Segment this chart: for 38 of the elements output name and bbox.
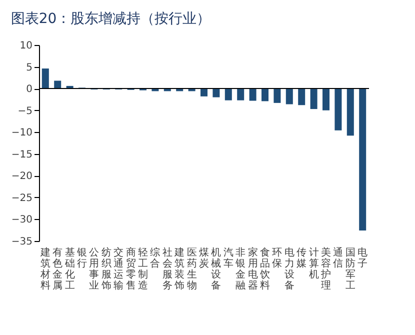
y-tick-label: −10	[11, 128, 32, 139]
y-tick-label: −35	[11, 236, 32, 248]
y-tick-label: −25	[11, 192, 32, 204]
y-tick-label: 5	[26, 62, 32, 74]
x-tick-label: 建筑装饰	[174, 246, 185, 292]
x-tick-label: 传媒	[296, 248, 307, 270]
x-tick-label: 医药生物	[186, 248, 197, 292]
x-tick-label: 电力设备	[284, 246, 294, 292]
x-tick-label: 商贸零售	[126, 246, 136, 292]
x-tick-label: 环保	[272, 248, 282, 270]
x-tick-label: 电子	[358, 246, 368, 270]
x-tick-label: 汽车	[223, 246, 234, 270]
x-tick-label: 银行	[76, 248, 88, 270]
chart-title: 图表20：股东增减持（按行业）	[10, 11, 211, 27]
x-tick-label: 交通运输	[114, 246, 124, 292]
x-tick-label: 煤炭	[199, 246, 209, 270]
x-tick-label: 轻工制造	[138, 246, 148, 292]
y-tick-label: −20	[11, 171, 32, 182]
x-tick-label: 非银金融	[234, 246, 246, 292]
y-tick-label: 10	[20, 40, 32, 52]
x-tick-label: 食品饮料	[259, 246, 270, 292]
x-tick-label: 有色金属	[52, 246, 63, 292]
x-tick-label: 计算机	[308, 246, 319, 280]
x-tick-label: 机械设备	[211, 246, 222, 292]
x-tick-label: 社会服务	[162, 246, 172, 292]
x-tick-label: 基础化工	[64, 246, 75, 292]
y-tick-label: 0	[26, 84, 32, 96]
y-tick-label: −30	[11, 214, 32, 226]
x-tick-label: 纺织服饰	[100, 246, 112, 292]
y-tick-label: −15	[11, 149, 32, 160]
x-tick-label: 综合	[150, 246, 160, 270]
x-tick-label: 建筑材料	[39, 246, 50, 292]
x-tick-label: 美容护理	[320, 246, 331, 292]
x-tick-label: 通信	[333, 246, 344, 270]
x-tick-label: 国防军工	[345, 248, 356, 292]
x-tick-label: 家用电器	[248, 246, 258, 292]
y-tick-label: −5	[18, 106, 32, 117]
x-tick-label: 公用事业	[89, 246, 100, 292]
